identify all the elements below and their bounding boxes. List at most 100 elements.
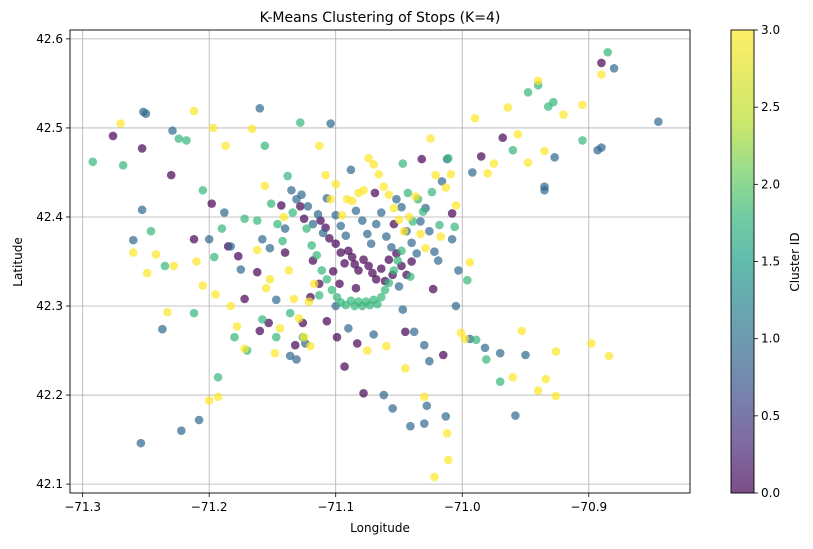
cluster-1-point	[220, 208, 229, 217]
cluster-3-point	[364, 153, 373, 163]
cluster-0-point	[370, 188, 380, 198]
cluster-1-point	[409, 327, 419, 337]
cluster-0-point	[340, 362, 349, 371]
x-axis: −71.3 −71.2 −71.1 −71.0 −70.9	[64, 493, 607, 514]
cluster-1-point	[468, 168, 477, 177]
cluster-2-point	[380, 285, 390, 295]
cluster-1-point	[177, 426, 186, 435]
cluster-0-point	[277, 201, 286, 210]
cluster-1-point	[394, 282, 404, 291]
cluster-0-point	[331, 239, 341, 248]
cluster-2-point	[463, 275, 472, 285]
cluster-0-point	[340, 258, 349, 268]
cluster-3-point	[306, 341, 315, 351]
cluster-2-point	[427, 187, 437, 197]
cluster-0-point	[332, 332, 342, 342]
cluster-1-point	[280, 224, 290, 233]
cluster-0-point	[371, 275, 381, 284]
cluster-2-point	[278, 236, 287, 246]
cluster-1-point	[397, 202, 406, 212]
colorbar-tick-label: 2.5	[761, 100, 780, 114]
cluster-3-point	[240, 344, 249, 354]
cluster-3-point	[419, 392, 429, 402]
cluster-1-point	[609, 63, 619, 73]
cluster-2-point	[495, 377, 505, 387]
scatter-points	[88, 47, 663, 482]
cluster-0-point	[189, 234, 199, 244]
cluster-1-point	[297, 190, 306, 200]
chart-title: K-Means Clustering of Stops (K=4)	[260, 10, 501, 26]
cluster-3-point	[541, 374, 551, 384]
cluster-2-point	[209, 252, 219, 262]
y-tick-label: 42.2	[36, 388, 63, 402]
cluster-0-point	[336, 248, 346, 257]
cluster-3-point	[451, 201, 461, 210]
cluster-3-point	[559, 110, 568, 119]
cluster-3-point	[309, 279, 319, 289]
cluster-3-point	[169, 261, 179, 271]
cluster-2-point	[314, 291, 324, 300]
cluster-2-point	[398, 159, 408, 168]
cluster-3-point	[597, 70, 606, 79]
cluster-0-point	[255, 326, 265, 336]
cluster-3-point	[508, 372, 518, 382]
colorbar-tick-label: 1.5	[761, 255, 780, 269]
cluster-3-point	[465, 258, 475, 267]
cluster-0-point	[438, 350, 448, 360]
cluster-1-point	[258, 234, 267, 244]
cluster-1-point	[168, 126, 177, 135]
cluster-0-point	[597, 58, 606, 68]
cluster-3-point	[247, 124, 257, 134]
cluster-2-point	[174, 134, 184, 143]
cluster-3-point	[359, 185, 368, 195]
cluster-3-point	[399, 226, 409, 236]
cluster-0-point	[325, 234, 334, 243]
colorbar-tick-label: 0.0	[761, 486, 780, 500]
cluster-0-point	[417, 154, 427, 164]
cluster-1-point	[371, 219, 381, 229]
cluster-1-point	[194, 415, 204, 425]
cluster-1-point	[326, 119, 335, 128]
cluster-3-point	[116, 119, 125, 128]
cluster-1-point	[265, 243, 275, 253]
colorbar-tick-label: 1.0	[761, 332, 780, 346]
cluster-3-point	[382, 341, 391, 351]
cluster-2-point	[160, 261, 170, 271]
cluster-1-point	[406, 421, 415, 431]
cluster-0-point	[351, 283, 361, 293]
cluster-3-point	[379, 182, 389, 192]
cluster-2-point	[283, 171, 292, 181]
cluster-1-point	[308, 219, 318, 229]
cluster-1-point	[454, 266, 463, 275]
colorbar	[731, 30, 754, 493]
cluster-1-point	[412, 249, 421, 258]
cluster-3-point	[331, 179, 341, 189]
cluster-3-point	[369, 160, 378, 169]
cluster-2-point	[230, 332, 239, 342]
cluster-2-point	[603, 47, 613, 57]
cluster-1-point	[336, 221, 346, 231]
cluster-2-point	[273, 219, 282, 229]
cluster-3-point	[374, 169, 384, 179]
cluster-3-point	[279, 212, 289, 222]
cluster-3-point	[189, 106, 199, 116]
y-axis: 42.1 42.2 42.3 42.4 42.5 42.6	[36, 32, 70, 491]
cluster-3-point	[192, 257, 201, 266]
cluster-0-point	[428, 284, 438, 294]
cluster-1-point	[318, 228, 328, 238]
cluster-3-point	[523, 158, 533, 167]
cluster-1-point	[285, 351, 295, 361]
cluster-1-point	[416, 217, 425, 226]
cluster-0-point	[368, 268, 377, 278]
cluster-1-point	[226, 242, 235, 251]
y-tick-label: 42.1	[36, 477, 63, 491]
cluster-3-point	[265, 275, 275, 284]
cluster-3-point	[226, 301, 235, 311]
cluster-1-point	[313, 210, 323, 219]
cluster-2-point	[376, 292, 386, 302]
cluster-1-point	[137, 205, 147, 215]
plot-frame	[69, 29, 691, 494]
cluster-0-point	[166, 170, 176, 180]
cluster-3-point	[304, 297, 314, 306]
